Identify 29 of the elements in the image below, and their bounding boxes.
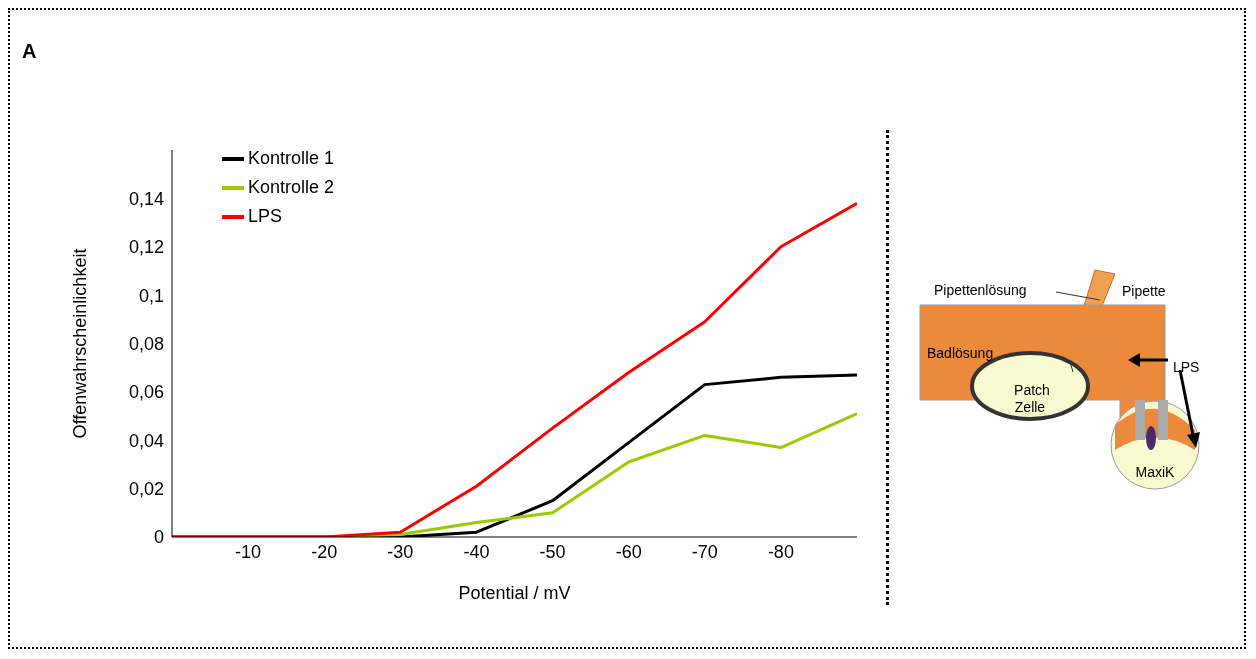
x-tick-label: -60: [615, 541, 642, 562]
text: Zelle: [1014, 399, 1046, 415]
text: Pipettenlösung: [934, 282, 1027, 298]
x-tick-label: -20: [311, 541, 338, 562]
y-tick-label: 0,02: [128, 479, 164, 500]
text: A: [22, 40, 37, 63]
text: Patch: [1014, 382, 1050, 398]
y-axis-title: Offenwahrscheinlichkeit: [70, 248, 91, 439]
y-tick-label: 0,08: [128, 333, 164, 354]
text: Pipette: [1122, 283, 1166, 299]
y-tick-label: 0: [153, 527, 164, 548]
legend-label: LPS: [248, 205, 283, 228]
text: LPS: [1173, 359, 1200, 375]
y-tick-label: 0,12: [128, 237, 164, 258]
x-axis-title: Potential / mV: [458, 583, 571, 603]
x-tick-label: -80: [767, 541, 794, 562]
x-tick-label: -30: [387, 541, 414, 562]
y-tick-label: 0,1: [138, 285, 164, 306]
y-tick-label: 0,14: [128, 188, 164, 209]
x-tick-label: -70: [691, 541, 718, 562]
text: MaxiK: [1135, 464, 1176, 480]
legend-label: Kontrolle 2: [248, 176, 335, 199]
y-tick-label: 0,06: [128, 382, 164, 403]
y-tick-label: 0,04: [128, 430, 164, 451]
legend-label: Kontrolle 1: [248, 147, 335, 170]
x-tick-label: -10: [235, 541, 262, 562]
text: Badlösung: [927, 345, 994, 361]
x-tick-label: -40: [463, 541, 490, 562]
x-tick-label: -50: [539, 541, 566, 562]
